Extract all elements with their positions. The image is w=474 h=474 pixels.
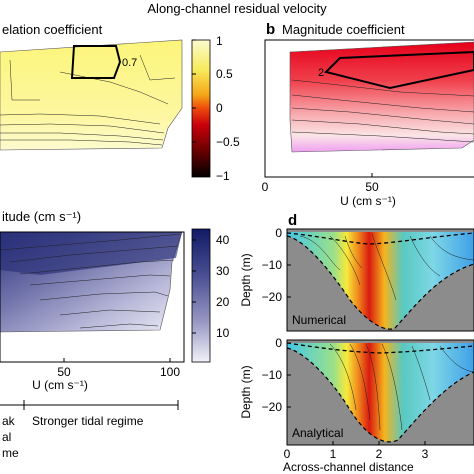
panel-b-title: Magnitude coefficient: [282, 22, 405, 37]
panel-d-numerical-label: Numerical: [292, 313, 346, 327]
panel-d-ytick-label: −20: [262, 400, 283, 414]
panel-d-analytical-dashed: [287, 342, 474, 354]
panel-d-analytical-water: [287, 343, 474, 442]
panel-a-colorbar-ticks: [192, 39, 196, 177]
figure-title: Along-channel residual velocity: [147, 1, 327, 16]
panel-c-colorbar: [191, 228, 211, 363]
panel-d-ylabel: Depth (m): [239, 365, 253, 418]
panel-b: b Magnitude coefficient 2 0 50 U (cm s⁻¹…: [262, 21, 474, 208]
panel-d-numerical-contours: [299, 233, 474, 301]
panel-d-yticks: [287, 232, 291, 408]
panel-a-contour-label: 0.7: [122, 57, 137, 69]
panel-d-ylabel: Depth (m): [239, 253, 253, 306]
cb-a-tick-label: 0: [216, 101, 223, 115]
panel-a-field: [0, 39, 183, 151]
regime-left-line: al: [2, 430, 11, 444]
regime-left-line: me: [2, 446, 19, 460]
cb-c-tick-label: 20: [216, 295, 230, 309]
panel-d-ytick-label: 0: [275, 226, 282, 240]
panel-d-numerical-water: [287, 232, 474, 330]
panel-d-analytical: [287, 340, 474, 445]
panel-b-contour-label: 2: [318, 67, 324, 79]
panel-a-title: elation coefficient: [2, 22, 103, 37]
regime-left-line: ak: [2, 414, 16, 428]
panel-d-xtick-label: 0: [284, 447, 291, 461]
panel-d-xlabel: Across-channel distance: [283, 460, 414, 474]
panel-c-xlabel: U (cm s⁻¹): [32, 378, 88, 392]
panel-d-analytical-contours: [329, 343, 474, 431]
cb-c-tick-label: 30: [216, 264, 230, 278]
cb-a-tick-label: 1: [216, 34, 223, 48]
panel-d-numerical-dashed: [287, 232, 474, 245]
panel-b-xtick-label: 50: [365, 180, 379, 194]
panel-c-title: itude (cm s⁻¹): [2, 209, 81, 224]
panel-d-analytical-bottom: [287, 347, 474, 443]
panel-d-ytick-label: 0: [275, 336, 282, 350]
panel-b-xaxis: [264, 173, 373, 177]
panel-b-xtick-label: 0: [262, 180, 269, 194]
panel-b-field: [289, 41, 474, 153]
panel-b-contours: [291, 79, 474, 143]
panel-c-xtick-label: 100: [160, 365, 180, 379]
regime-right-label: Stronger tidal regime: [32, 414, 144, 428]
panel-c-colorbar-ticks: [192, 239, 196, 334]
cb-a-tick-label: −1: [216, 169, 230, 183]
regime-bar: ak al me Stronger tidal regime: [0, 400, 179, 460]
cb-a-tick-label: −0.5: [216, 135, 240, 149]
panel-d-letter: d: [288, 212, 297, 229]
panel-b-2-contour: [324, 50, 474, 90]
cb-c-tick-label: 10: [216, 326, 230, 340]
panel-d: d Depth (m) Depth (m) Numerical Analytic…: [239, 212, 474, 474]
panel-d-xtick-label: 2: [376, 447, 383, 461]
panel-a-07-contour: [70, 45, 122, 79]
panel-d-ytick-label: −10: [262, 258, 283, 272]
panel-d-xtick-label: 1: [330, 447, 337, 461]
cb-c-tick-label: 40: [216, 233, 230, 247]
cb-a-tick-label: 0.5: [216, 67, 233, 81]
panel-d-numerical: [287, 229, 474, 331]
panel-d-ytick-label: −20: [262, 290, 283, 304]
panel-c: itude (cm s⁻¹) 40 30 20 10 50 100 U (cm …: [0, 209, 230, 392]
panel-b-xlabel: U (cm s⁻¹): [340, 194, 396, 208]
panel-d-numerical-bottom: [287, 235, 474, 330]
panel-a-contours: [0, 54, 176, 146]
panel-b-letter: b: [266, 21, 275, 38]
panel-d-xtick-label: 3: [422, 447, 429, 461]
panel-d-analytical-label: Analytical: [292, 426, 343, 440]
panel-c-contours: [0, 233, 181, 329]
panel-a: elation coefficient 0.7 1 0.5 0 −0.5 −1: [0, 22, 240, 183]
panel-c-xtick-label: 50: [57, 365, 71, 379]
panel-c-axes: [0, 231, 185, 363]
panel-d-xticks: [286, 441, 426, 445]
panel-d-ytick-label: −10: [262, 368, 283, 382]
panel-d-numerical-axes: [286, 228, 474, 332]
panel-d-analytical-axes: [286, 339, 474, 446]
panel-c-xaxis: [63, 358, 171, 362]
